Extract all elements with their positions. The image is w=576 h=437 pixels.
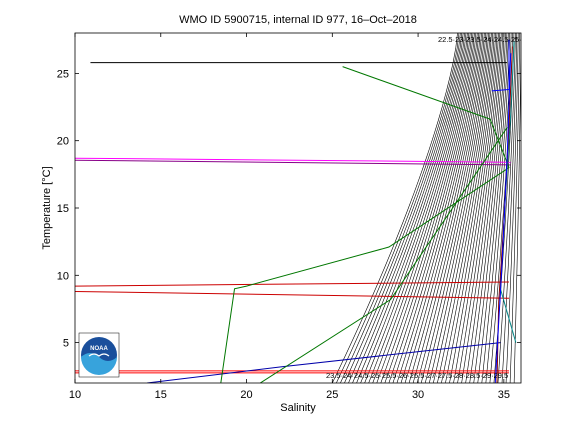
density-contour xyxy=(441,33,496,383)
density-contour xyxy=(457,33,502,383)
noaa-logo-text: NOAA xyxy=(90,346,108,352)
density-contour xyxy=(505,33,519,383)
density-contour xyxy=(465,33,505,383)
series-line-10 xyxy=(220,66,510,383)
y-tick-label: 25 xyxy=(57,68,69,80)
density-contour xyxy=(509,33,520,383)
noaa-logo-wave xyxy=(81,353,117,375)
density-contour xyxy=(384,33,477,383)
x-tick-label: 10 xyxy=(69,389,81,401)
density-contour xyxy=(388,33,478,383)
series-line-6 xyxy=(75,290,509,299)
density-contour xyxy=(433,33,494,383)
y-tick-label: 20 xyxy=(57,136,69,148)
y-axis-label: Temperature [°C] xyxy=(41,166,53,249)
density-contour xyxy=(428,33,492,383)
y-tick-label: 10 xyxy=(57,270,69,282)
density-contour xyxy=(356,33,467,383)
density-contour xyxy=(368,33,471,383)
density-contour xyxy=(364,33,470,383)
density-contour xyxy=(473,33,508,383)
density-contour xyxy=(348,33,464,383)
series-line-4 xyxy=(75,159,511,166)
density-contour xyxy=(497,33,516,383)
y-tick-label: 15 xyxy=(57,203,69,215)
density-contour xyxy=(437,33,495,383)
y-tick-label: 5 xyxy=(63,338,69,350)
density-contour xyxy=(501,33,518,383)
density-contour xyxy=(392,33,479,383)
density-contour xyxy=(453,33,501,383)
x-tick-label: 20 xyxy=(240,389,252,401)
series-line-14 xyxy=(494,53,512,383)
density-contour xyxy=(400,33,482,383)
series-line-3 xyxy=(75,157,511,163)
density-contour xyxy=(372,33,472,383)
x-tick-label: 15 xyxy=(155,389,167,401)
x-tick-label: 35 xyxy=(498,389,510,401)
x-tick-label: 25 xyxy=(326,389,338,401)
profile-lines xyxy=(75,39,517,383)
x-axis-label: Salinity xyxy=(280,402,316,414)
chart-title: WMO ID 5900715, internal ID 977, 16–Oct–… xyxy=(179,14,417,26)
density-contour xyxy=(481,33,511,383)
series-line-11 xyxy=(259,126,508,383)
density-contour xyxy=(412,33,487,383)
contour-label-top: 22.5·23·23.5·24·24.5·25·25.5 xyxy=(438,35,536,44)
density-contour xyxy=(360,33,468,383)
series-line-9 xyxy=(146,342,501,383)
density-contour xyxy=(336,33,460,383)
noaa-logo: NOAA xyxy=(78,332,120,378)
density-contour xyxy=(485,33,512,383)
density-contour xyxy=(380,33,475,383)
density-contour xyxy=(449,33,499,383)
x-tick-label: 30 xyxy=(412,389,424,401)
density-contour xyxy=(424,33,491,383)
contour-labels: 22.5·23·23.5·24·24.5·25·25.5 23.5·24·24.… xyxy=(326,35,536,380)
density-contour xyxy=(416,33,488,383)
density-contour xyxy=(332,33,458,383)
density-contour xyxy=(420,33,489,383)
axis-ticks: 10 15 20 25 30 35 5 10 15 20 25 xyxy=(57,33,521,401)
density-contour xyxy=(469,33,506,383)
density-contour xyxy=(461,33,503,383)
density-contour xyxy=(408,33,485,383)
noaa-logo-gull xyxy=(88,353,110,357)
density-contour xyxy=(340,33,461,383)
density-contour xyxy=(352,33,465,383)
density-contour xyxy=(477,33,509,383)
series-line-5 xyxy=(75,281,509,287)
contour-label-bottom: 23.5·24·24.5·25·25.5·26·26.5·27·27.5·28·… xyxy=(326,371,508,380)
density-contour xyxy=(344,33,463,383)
density-contour xyxy=(376,33,474,383)
